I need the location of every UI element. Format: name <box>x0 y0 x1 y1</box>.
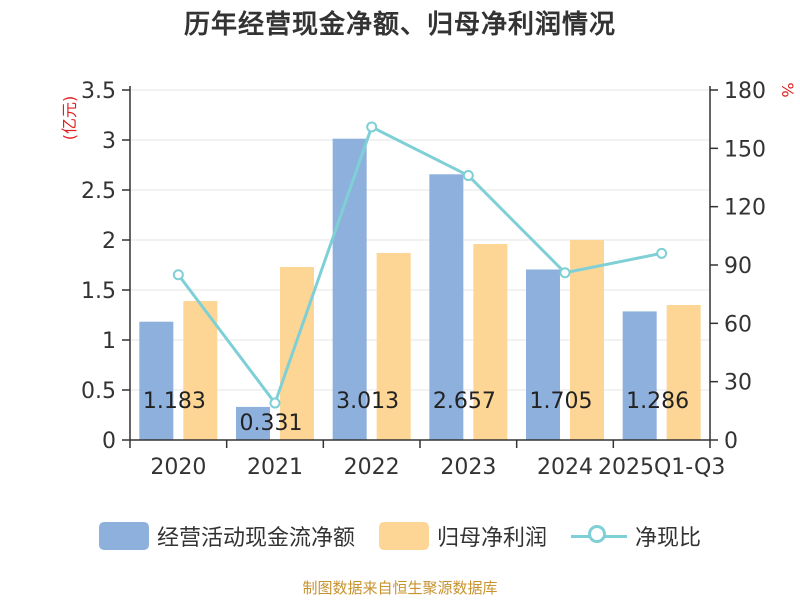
left-axis-tick-label: 2 <box>102 229 116 254</box>
ratio-point <box>366 121 378 133</box>
left-axis-tick-label: 1.5 <box>81 279 116 304</box>
data-label-cash-flow: 1.705 <box>530 389 593 414</box>
left-axis-tick-label: 0.5 <box>81 379 116 404</box>
chart-title: 历年经营现金净额、归母净利润情况 <box>183 10 616 40</box>
axes: 0 0.5 1 1.5 2 2.5 3 3.5 0 30 60 90 120 150 180 (亿元)% 202… <box>60 79 797 480</box>
bar-cash-flow <box>236 406 270 440</box>
left-axis-tick-label: 3 <box>102 129 116 154</box>
left-axis-tick-label: 0 <box>102 429 116 454</box>
legend-item-cash-flow[interactable]: 经营活动现金流净额 <box>98 520 355 552</box>
bar-net-profit <box>473 244 508 440</box>
legend-swatch-ratio <box>571 522 627 550</box>
bar-net-profit <box>666 305 701 440</box>
left-axis-tick-label: 1 <box>102 329 116 354</box>
left-axis-tick-label: 3.5 <box>81 79 116 104</box>
bar-net-profit <box>183 301 218 440</box>
data-label-cash-flow: 0.331 <box>240 411 303 436</box>
data-labels: 1.183 0.331 3.013 2.657 1.705 1.286 <box>143 389 689 436</box>
data-source-note: 制图数据来自恒生聚源数据库 <box>302 579 498 597</box>
ratio-point <box>559 267 571 279</box>
bar-cash-flow <box>429 174 464 441</box>
bar-cash-flow <box>526 269 560 440</box>
legend: 经营活动现金流净额 归母净利润 净现比 <box>0 516 800 556</box>
right-axis-tick-label: 90 <box>724 254 752 279</box>
right-axis-unit: % <box>778 82 797 97</box>
right-axis-tick-label: 30 <box>724 371 752 396</box>
bar-marks <box>139 138 701 441</box>
data-label-cash-flow: 1.183 <box>143 389 206 414</box>
right-axis-tick-label: 60 <box>724 312 752 337</box>
ratio-point <box>172 269 184 281</box>
x-axis-tick-label: 2025Q1-Q3 <box>598 455 725 480</box>
x-axis-tick-label: 2022 <box>344 455 400 480</box>
x-axis-tick-label: 2024 <box>537 455 593 480</box>
bar-net-profit <box>376 253 411 440</box>
legend-swatch-net-profit <box>378 522 429 550</box>
x-axis-tick-label: 2021 <box>247 455 303 480</box>
legend-label-net-profit: 归母净利润 <box>436 526 547 551</box>
legend-item-ratio[interactable]: 净现比 <box>571 520 701 552</box>
ratio-line-path <box>177 124 662 407</box>
right-axis-tick-label: 180 <box>724 79 766 104</box>
left-axis-tick-label: 2.5 <box>81 179 116 204</box>
ratio-point <box>269 397 281 409</box>
ratio-point <box>462 170 474 182</box>
right-axis-tick-label: 150 <box>724 137 766 162</box>
bar-net-profit <box>280 267 314 440</box>
data-label-cash-flow: 3.013 <box>336 389 399 414</box>
legend-label-ratio: 净现比 <box>635 526 702 551</box>
data-label-cash-flow: 1.286 <box>626 389 689 414</box>
legend-label-cash-flow: 经营活动现金流净额 <box>156 526 355 551</box>
right-axis-tick-label: 0 <box>724 429 738 454</box>
x-axis-tick-label: 2023 <box>440 455 496 480</box>
bar-net-profit <box>570 240 604 440</box>
ratio-point <box>656 247 668 259</box>
x-axis-tick-label: 2020 <box>150 455 206 480</box>
bar-cash-flow <box>622 311 657 440</box>
data-label-cash-flow: 2.657 <box>433 389 496 414</box>
legend-item-net-profit[interactable]: 归母净利润 <box>378 520 547 552</box>
legend-swatch-cash-flow <box>98 522 149 550</box>
left-axis-unit: (亿元) <box>60 96 79 141</box>
ratio-line <box>172 121 668 409</box>
right-axis-tick-label: 120 <box>724 196 766 221</box>
bar-cash-flow <box>139 321 174 440</box>
